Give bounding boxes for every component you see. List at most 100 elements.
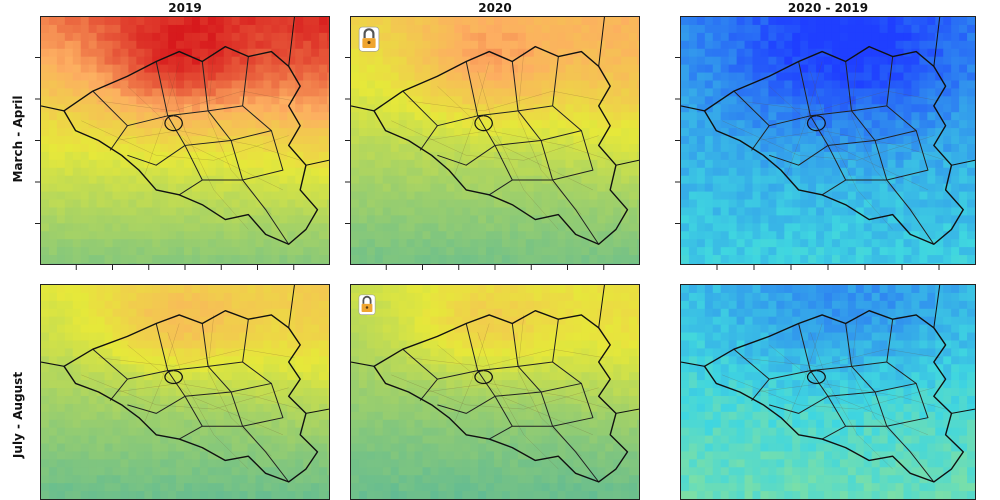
country-border xyxy=(705,311,964,482)
coastline xyxy=(41,106,64,111)
province-border xyxy=(553,180,599,244)
coastline xyxy=(351,106,374,111)
map-panel-1-1 xyxy=(350,284,640,500)
road-line xyxy=(116,383,300,409)
brussels-region xyxy=(165,116,182,131)
country-border xyxy=(64,47,317,245)
road-line xyxy=(518,52,581,215)
map-panel-1-2 xyxy=(680,284,976,500)
axis-ticks xyxy=(345,16,640,270)
province-border xyxy=(769,324,810,380)
road-line xyxy=(787,61,822,175)
province-border xyxy=(875,362,916,392)
brussels-region xyxy=(808,371,826,384)
province-border xyxy=(887,426,934,482)
country-border xyxy=(64,311,317,482)
province-border xyxy=(875,106,916,141)
coastline xyxy=(41,362,64,366)
province-border xyxy=(828,111,875,146)
brussels-region xyxy=(475,116,492,131)
road-line xyxy=(208,52,271,215)
neighbour-border xyxy=(934,285,975,413)
province-border xyxy=(243,383,283,426)
road-line xyxy=(437,345,593,435)
column-title-2019: 2019 xyxy=(168,1,202,15)
padlock-icon xyxy=(358,294,376,320)
neighbour-border xyxy=(599,17,639,165)
province-border xyxy=(243,180,289,244)
road-line xyxy=(168,332,249,469)
row-title-march-april: March - April xyxy=(11,95,25,183)
road-line xyxy=(852,52,917,215)
province-border xyxy=(93,91,128,150)
brussels-region xyxy=(475,371,492,384)
road-line xyxy=(426,131,610,161)
neighbour-border xyxy=(289,17,329,165)
road-line xyxy=(769,345,928,435)
road-line xyxy=(455,61,490,175)
concentration-grid xyxy=(41,17,329,264)
road-line xyxy=(455,324,490,422)
neighbour-border xyxy=(599,285,639,413)
province-border xyxy=(243,426,289,482)
brussels-region xyxy=(165,371,182,384)
road-line xyxy=(478,332,559,469)
road-line xyxy=(145,324,180,422)
map-panel-1-0 xyxy=(40,284,330,500)
road-line xyxy=(740,91,940,111)
neighbour-border xyxy=(934,17,975,165)
column-title-difference: 2020 - 2019 xyxy=(787,1,869,15)
road-line xyxy=(168,71,249,229)
province-border xyxy=(93,349,128,400)
concentration-grid xyxy=(351,17,639,264)
coastline xyxy=(351,362,374,366)
axis-ticks xyxy=(675,16,976,270)
province-border xyxy=(887,131,928,180)
road-line xyxy=(208,315,271,456)
row-title-july-august: July - August xyxy=(11,371,25,459)
road-line xyxy=(145,61,180,175)
road-line xyxy=(478,71,559,229)
province-border xyxy=(403,349,438,400)
province-border xyxy=(887,383,928,426)
province-border xyxy=(887,180,934,244)
road-line xyxy=(127,86,283,190)
province-border xyxy=(478,61,518,115)
axis-ticks xyxy=(35,16,330,270)
country-border xyxy=(374,47,627,245)
map-panel-0-2 xyxy=(680,16,976,265)
road-line xyxy=(127,345,283,435)
road-line xyxy=(787,324,822,422)
country-border xyxy=(374,311,627,482)
road-line xyxy=(769,86,928,190)
province-border xyxy=(478,324,518,371)
map-panel-0-1 xyxy=(350,16,640,265)
province-border xyxy=(553,383,593,426)
coastline xyxy=(681,106,705,111)
province-border xyxy=(403,91,438,150)
province-border xyxy=(553,131,593,180)
road-line xyxy=(518,315,581,456)
padlock-icon xyxy=(358,26,380,56)
concentration-grid xyxy=(351,285,639,499)
brussels-region xyxy=(808,116,826,131)
province-border xyxy=(852,57,893,111)
road-line xyxy=(116,131,300,161)
road-line xyxy=(409,91,605,111)
concentration-grid xyxy=(681,17,975,264)
column-title-2020: 2020 xyxy=(478,1,512,15)
road-line xyxy=(99,349,295,366)
country-border xyxy=(705,47,964,245)
road-line xyxy=(426,383,610,409)
neighbour-border xyxy=(289,285,329,413)
road-line xyxy=(810,332,892,469)
province-border xyxy=(828,366,875,396)
province-border xyxy=(852,319,893,366)
province-border xyxy=(541,106,581,141)
province-border xyxy=(553,426,599,482)
road-line xyxy=(757,131,945,161)
road-line xyxy=(437,86,593,190)
province-border xyxy=(231,106,271,141)
road-line xyxy=(740,349,940,366)
map-panel-0-0 xyxy=(40,16,330,265)
